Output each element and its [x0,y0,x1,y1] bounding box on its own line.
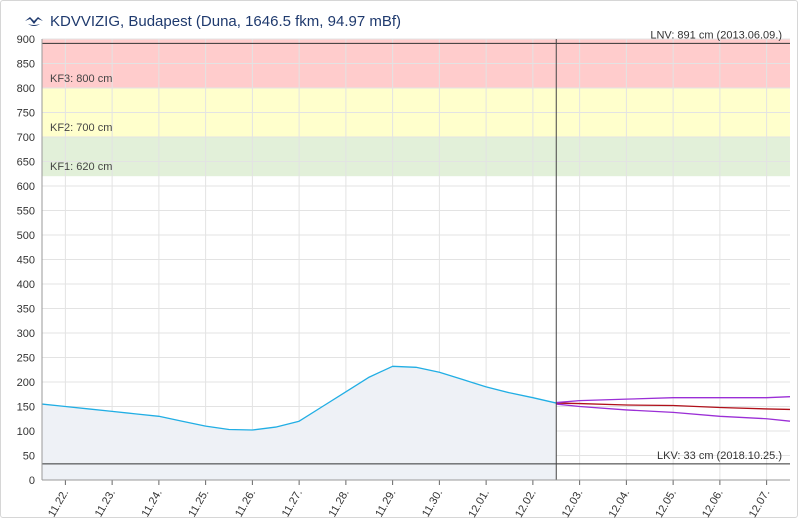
y-tick-label: 700 [17,132,35,144]
y-tick-label: 350 [17,304,35,316]
band-kf1 [42,137,790,177]
kdvvizig-logo-icon [25,17,43,26]
measured-fill [42,366,557,480]
band-label-kf1: KF1: 620 cm [50,161,112,173]
axes [41,39,790,481]
x-tick-label: 12.02. [513,487,539,519]
alert-bands [42,39,790,177]
band-label-kf2: KF2: 700 cm [50,122,112,134]
reference-lines [42,39,790,480]
x-tick-label: 11.26. [233,487,258,519]
x-tick-label: 12.06. [700,487,726,519]
y-tick-label: 550 [17,206,35,218]
lnv-label: LNV: 891 cm (2013.06.09.) [650,29,782,41]
x-tick-label: 11.22. [46,487,71,519]
x-tick-label: 11.29. [373,487,398,519]
measured-series-line [41,365,557,431]
band-label-kf3: KF3: 800 cm [50,73,112,85]
y-tick-label: 850 [17,59,35,71]
y-tick-label: 650 [17,157,35,169]
x-tick-label: 11.23. [93,487,118,519]
annotations: KF3: 800 cm KF2: 700 cm KF1: 620 cm LNV: 89… [50,29,782,461]
y-tick-label: 500 [17,230,35,242]
chart-title: KDVVIZIG, Budapest (Duna, 1646.5 fkm, 94… [50,12,401,30]
y-tick-label: 900 [17,34,35,46]
y-tick-label: 250 [17,353,35,365]
lkv-label: LKV: 33 cm (2018.10.25.) [657,450,782,462]
measured-area [42,366,557,480]
y-axis-ticks: 0 50 100 150 200 250 300 350 400 450 500 550 600 650 7… [17,34,35,487]
x-tick-label: 12.05. [653,487,679,519]
y-tick-label: 600 [17,181,35,193]
x-axis-ticks: 11.22. 11.23. 11.24. 11.25. 11.26. 11.27. 11.2… [46,480,773,520]
x-tick-label: 12.01. [466,487,492,519]
forecast-series-line [556,402,791,411]
x-tick-label: 11.27. [280,487,305,519]
forecast-upper-series-line [556,396,791,404]
x-tick-label: 11.28. [327,487,352,519]
series-lines [41,365,791,431]
y-tick-label: 50 [23,451,35,463]
y-tick-label: 100 [17,426,35,438]
y-tick-label: 150 [17,402,35,414]
y-tick-label: 750 [17,108,35,120]
chart-header: KDVVIZIG, Budapest (Duna, 1646.5 fkm, 94… [24,10,401,32]
y-tick-label: 800 [17,83,35,95]
x-tick-label: 11.25. [186,487,211,519]
x-tick-label: 12.07. [747,487,773,519]
x-tick-label: 11.30. [420,487,445,519]
x-tick-label: 11.24. [140,487,165,519]
x-tick-label: 12.04. [607,487,633,519]
y-tick-label: 200 [17,377,35,389]
y-tick-label: 300 [17,328,35,340]
y-tick-label: 0 [29,475,35,487]
forecast-lower-series-line [556,403,791,422]
y-tick-label: 450 [17,255,35,267]
x-tick-label: 12.03. [560,487,586,519]
y-tick-label: 400 [17,279,35,291]
